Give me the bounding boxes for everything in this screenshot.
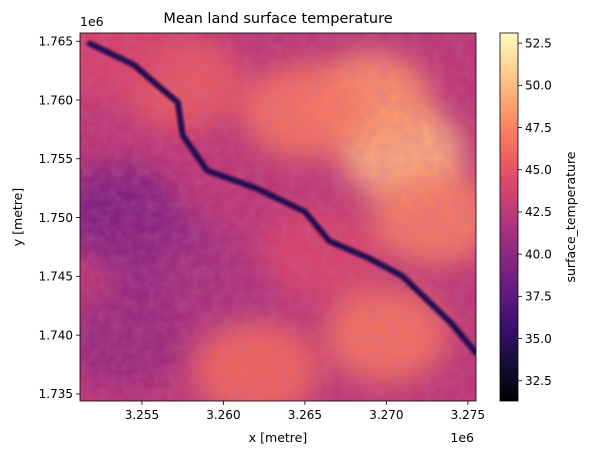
y-tick-label: 1.750 <box>39 211 73 225</box>
plot-frame <box>79 32 477 402</box>
colorbar-label: surface_temperature <box>563 151 578 282</box>
y-tick-label: 1.735 <box>39 387 73 401</box>
river-line <box>86 40 476 356</box>
colorbar-tick-label: 37.5 <box>525 290 552 304</box>
x-tick-label: 3.265 <box>288 408 322 422</box>
y-axis-label: y [metre] <box>10 188 25 246</box>
x-tick-label: 3.275 <box>451 408 485 422</box>
heatmap-image <box>80 33 476 401</box>
x-axis-ticks: 3.255 3.260 3.265 3.270 3.275 <box>125 401 485 422</box>
chart-title: Mean land surface temperature <box>163 11 392 27</box>
colorbar-tick-label: 50.0 <box>525 79 552 93</box>
x-axis-offset-label: 1e6 <box>450 430 474 445</box>
y-axis-offset-label: 1e6 <box>80 14 104 29</box>
y-tick-label: 1.740 <box>39 328 73 342</box>
y-tick-label: 1.760 <box>39 93 73 107</box>
colorbar-tick-label: 52.5 <box>525 36 552 50</box>
y-tick-label: 1.765 <box>39 35 73 49</box>
heatmap-texture <box>80 33 476 401</box>
colorbar-tick-label: 47.5 <box>525 121 552 135</box>
x-tick-label: 3.255 <box>125 408 159 422</box>
x-tick-label: 3.270 <box>369 408 403 422</box>
colorbar-tick-label: 32.5 <box>525 374 552 388</box>
y-axis-ticks: 1.735 1.740 1.745 1.750 1.755 1.760 1.765 <box>39 35 80 401</box>
y-tick-label: 1.755 <box>39 152 73 166</box>
colorbar <box>499 32 519 402</box>
river-channel <box>86 40 476 356</box>
x-axis-label: x [metre] <box>249 430 307 445</box>
y-tick-label: 1.745 <box>39 270 73 284</box>
x-tick-label: 3.260 <box>206 408 240 422</box>
colorbar-tick-label: 35.0 <box>525 332 552 346</box>
colorbar-ticks: 32.5 35.0 37.5 40.0 42.5 45.0 47.5 50.0 52.5 <box>518 36 552 388</box>
colorbar-tick-label: 45.0 <box>525 163 552 177</box>
colorbar-tick-label: 42.5 <box>525 205 552 219</box>
colorbar-tick-label: 40.0 <box>525 247 552 261</box>
